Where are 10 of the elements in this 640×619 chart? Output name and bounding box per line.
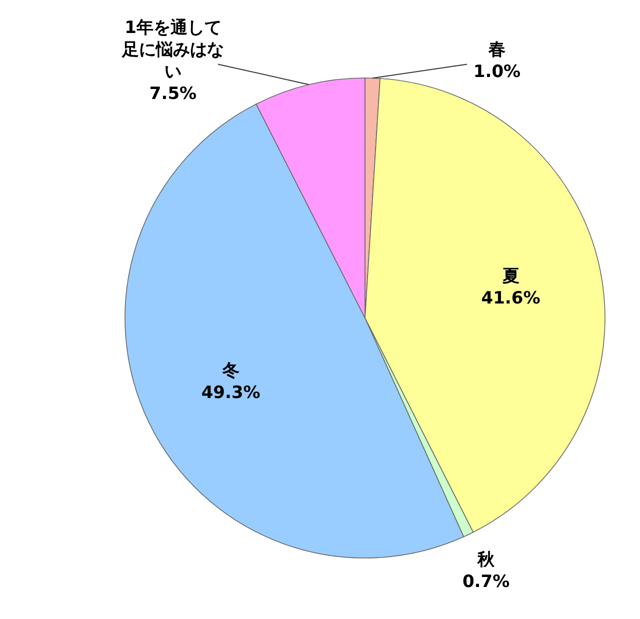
slice-label: 春 [488, 40, 506, 60]
data-label: 41.6% [481, 288, 540, 309]
slice-label: 夏 [501, 266, 520, 287]
slice-label: 1年を通して足に悩みはない [121, 18, 224, 82]
slice-label: 秋 [476, 550, 496, 570]
data-label: 0.7% [462, 572, 510, 592]
data-label: 49.3% [201, 382, 260, 404]
slice-label: 冬 [221, 360, 240, 382]
data-label: 1.0% [473, 62, 521, 82]
data-label: 7.5% [149, 84, 197, 104]
